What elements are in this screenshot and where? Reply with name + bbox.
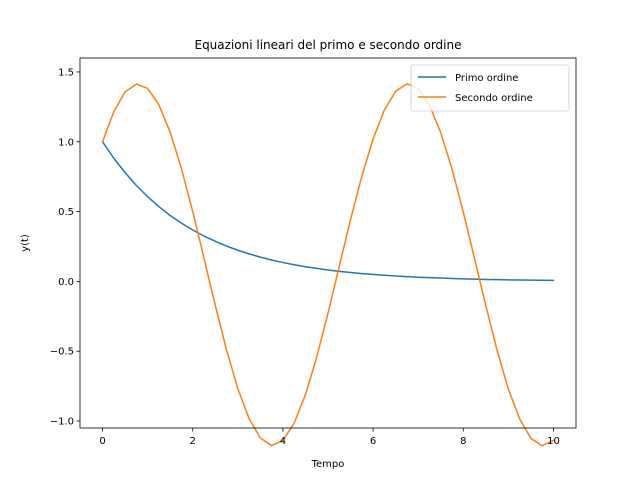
x-tick-label: 8 [460,436,466,447]
legend-label-primo: Primo ordine [455,73,518,84]
x-axis: 0 2 4 6 8 10 [99,428,560,447]
legend-label-secondo: Secondo ordine [455,93,533,104]
x-tick-label: 10 [547,436,560,447]
x-tick-label: 6 [370,436,376,447]
y-axis-label: y(t) [20,234,31,252]
y-tick-label: 1.0 [58,137,74,148]
x-axis-label: Tempo [311,459,345,470]
axes-frame [79,57,577,429]
y-tick-label: −0.5 [50,347,74,358]
y-tick-label: 0.5 [58,207,74,218]
legend-box [410,64,570,112]
y-tick-label: 0.0 [58,277,74,288]
x-tick-label: 4 [280,436,286,447]
chart-title: Equazioni lineari del primo e secondo or… [194,38,461,52]
legend: Primo ordine Secondo ordine [410,64,570,112]
y-tick-label: −1.0 [50,417,74,428]
series-line-1 [101,83,555,447]
plot-area [79,57,577,447]
x-tick-label: 0 [99,436,105,447]
series-line-0 [101,140,555,282]
x-tick-label: 2 [190,436,196,447]
series-group [101,83,555,447]
y-tick-label: 1.5 [58,67,74,78]
y-axis: −1.0 −0.5 0.0 0.5 1.0 1.5 [50,67,80,428]
